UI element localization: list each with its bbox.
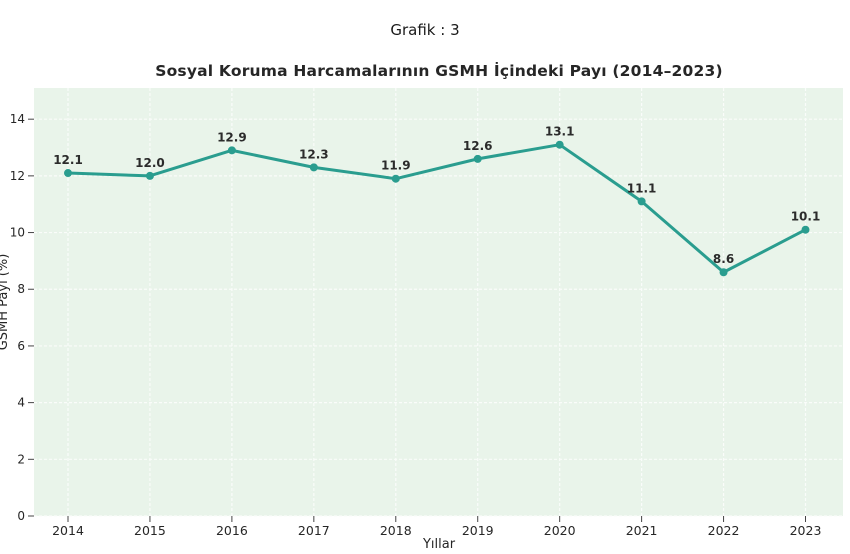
plot-area (34, 88, 843, 516)
data-point-label: 12.6 (463, 139, 493, 153)
y-tick-label: 0 (17, 509, 25, 523)
y-tick-label: 8 (17, 282, 25, 296)
x-axis-title: Yıllar (422, 537, 456, 552)
y-tick-label: 12 (10, 169, 25, 183)
x-tick-label: 2020 (544, 523, 576, 538)
data-point (145, 171, 154, 180)
x-tick-label: 2019 (462, 523, 494, 538)
data-point-label: 11.1 (627, 181, 657, 195)
data-point (391, 174, 400, 183)
y-tick-label: 2 (17, 452, 25, 466)
data-point (227, 146, 236, 155)
y-tick-label: 6 (17, 339, 25, 353)
data-point (801, 225, 810, 234)
x-tick-label: 2016 (216, 523, 248, 538)
x-tick-label: 2021 (626, 523, 658, 538)
data-point (473, 154, 482, 163)
x-tick-label: 2022 (708, 523, 740, 538)
data-point (309, 163, 318, 172)
data-point-label: 10.1 (791, 210, 821, 224)
x-tick-label: 2023 (790, 523, 822, 538)
data-point-label: 12.1 (53, 153, 83, 167)
data-point-label: 12.0 (135, 156, 165, 170)
x-tick-label: 2017 (298, 523, 330, 538)
y-tick-label: 4 (17, 396, 25, 410)
y-tick-label: 10 (10, 226, 25, 240)
chart-title: Sosyal Koruma Harcamalarının GSMH İçinde… (155, 62, 723, 80)
data-point (719, 268, 728, 277)
data-point-label: 8.6 (713, 252, 734, 266)
y-axis-title: GSMH Payı (%) (0, 254, 11, 351)
figure-title: Grafik : 3 (390, 21, 460, 39)
x-tick-label: 2014 (52, 523, 84, 538)
data-point-label: 11.9 (381, 159, 411, 173)
series-line (66, 143, 807, 274)
data-point-label: 12.3 (299, 147, 329, 161)
data-point-label: 13.1 (545, 125, 575, 139)
y-tick-label: 14 (10, 112, 25, 126)
data-point (555, 140, 564, 149)
x-tick-label: 2018 (380, 523, 412, 538)
data-point-label: 12.9 (217, 130, 247, 144)
x-tick-label: 2015 (134, 523, 166, 538)
data-point (637, 197, 646, 206)
data-point (64, 169, 72, 178)
